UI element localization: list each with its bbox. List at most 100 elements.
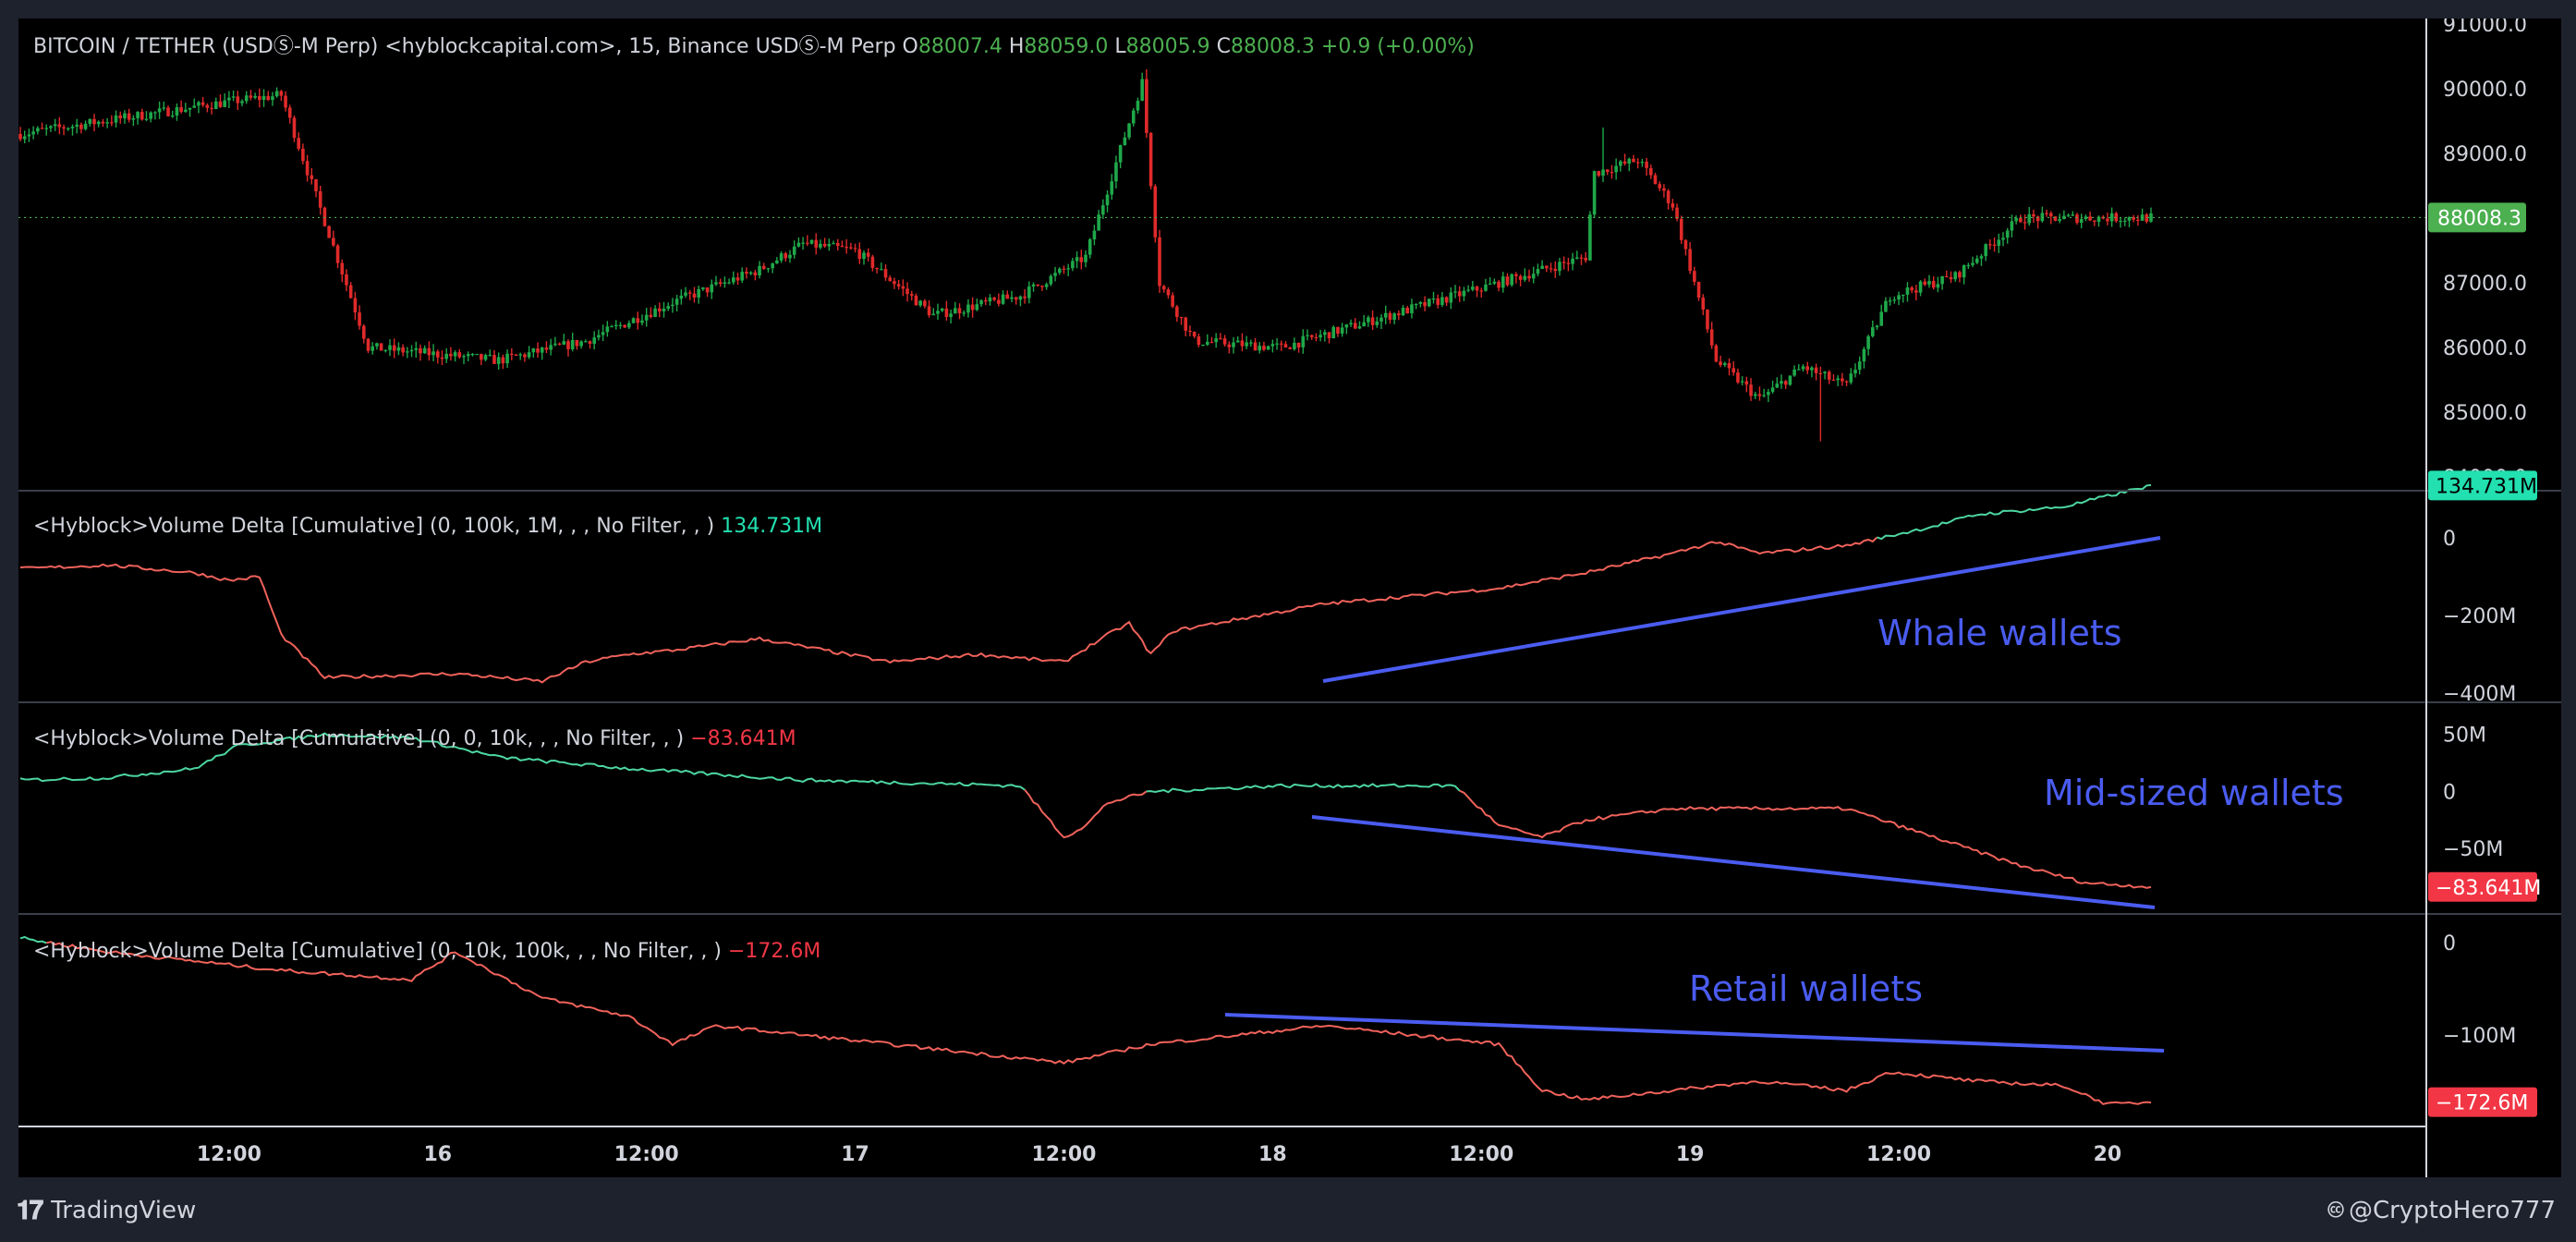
price-candle bbox=[809, 239, 814, 245]
price-candle bbox=[761, 262, 766, 270]
price-candle bbox=[618, 322, 623, 329]
price-candle bbox=[1053, 266, 1057, 282]
price-candle bbox=[2079, 213, 2084, 229]
price-candle bbox=[1201, 344, 1205, 347]
price-candle bbox=[401, 344, 405, 357]
candle-body bbox=[1614, 165, 1618, 173]
chart-area[interactable]: 91000.0 90000.0 89000.0 87000.0 86000.0 85000… bbox=[18, 18, 2561, 1177]
price-candle bbox=[954, 301, 957, 314]
candle-body bbox=[175, 107, 179, 116]
price-candle bbox=[1501, 272, 1505, 293]
whale_pane-last-label: 134.731M bbox=[2436, 475, 2537, 498]
candle-body bbox=[658, 308, 662, 311]
candle-body bbox=[870, 256, 875, 268]
mid-pane[interactable] bbox=[19, 732, 2156, 909]
price-candle bbox=[488, 349, 492, 357]
price-candle bbox=[287, 104, 292, 124]
candle-body bbox=[435, 351, 440, 358]
price-candle bbox=[1988, 238, 1992, 250]
price-candle bbox=[2084, 214, 2088, 222]
candle-body bbox=[1862, 348, 1866, 362]
candle-body bbox=[687, 292, 692, 294]
candle-body bbox=[1523, 275, 1527, 280]
price-candle bbox=[118, 111, 123, 124]
candle-body bbox=[1635, 162, 1640, 164]
candle-body bbox=[1379, 317, 1383, 322]
candle-body bbox=[1879, 311, 1884, 326]
price-candle bbox=[1057, 267, 1062, 275]
chart-svg[interactable]: 91000.0 90000.0 89000.0 87000.0 86000.0 85000… bbox=[18, 18, 2561, 1177]
candle-body bbox=[392, 345, 396, 351]
candle-body bbox=[705, 287, 710, 293]
price-candle bbox=[1849, 368, 1853, 385]
creative-commons-icon: 🅭 bbox=[2327, 1197, 2343, 1224]
price-candle bbox=[345, 269, 348, 292]
price-candle bbox=[1901, 294, 1905, 303]
price-candle bbox=[2106, 213, 2109, 225]
candle-body bbox=[583, 341, 588, 343]
price-candle bbox=[927, 299, 931, 318]
price-candle bbox=[701, 286, 705, 291]
price-candle bbox=[1966, 262, 1971, 270]
candle-body bbox=[792, 246, 796, 255]
price-candle bbox=[1574, 250, 1579, 260]
candle-body bbox=[557, 343, 562, 345]
price-candle bbox=[1110, 174, 1114, 201]
candle-body bbox=[123, 113, 127, 119]
candle-body bbox=[853, 248, 857, 250]
price-candle bbox=[1266, 345, 1270, 350]
price-candle bbox=[457, 348, 462, 359]
time-tick-label: 18 bbox=[1258, 1143, 1287, 1166]
whale_pane-annotation: Whale wallets bbox=[1877, 613, 2122, 653]
price-candle bbox=[1666, 189, 1671, 210]
price-candle bbox=[1780, 374, 1783, 389]
price-candle bbox=[1862, 347, 1866, 369]
price-candle bbox=[1884, 297, 1888, 312]
candle-body bbox=[1566, 262, 1571, 264]
candle-body bbox=[1545, 265, 1549, 269]
candle-body bbox=[636, 318, 640, 323]
series-line bbox=[45, 941, 2152, 1105]
price-candle bbox=[66, 127, 70, 131]
price-candle bbox=[1579, 254, 1584, 265]
price-pane[interactable] bbox=[18, 69, 2426, 442]
price-candle bbox=[271, 91, 274, 106]
candle-body bbox=[1805, 366, 1810, 371]
candle-body bbox=[1444, 297, 1449, 303]
candle-body bbox=[1849, 373, 1853, 383]
price-candle bbox=[1184, 316, 1188, 336]
candle-body bbox=[284, 95, 287, 108]
price-candle bbox=[2045, 209, 2048, 217]
price-candle bbox=[1914, 285, 1918, 301]
candle-body bbox=[1023, 296, 1027, 298]
candle-body bbox=[66, 128, 70, 130]
candle-body bbox=[1127, 123, 1131, 138]
candle-body bbox=[2127, 216, 2132, 221]
price-candle bbox=[1918, 280, 1923, 297]
price-candle bbox=[266, 91, 271, 102]
candle-body bbox=[210, 107, 213, 109]
candle-body bbox=[796, 242, 801, 247]
candle-body bbox=[745, 272, 748, 274]
candle-body bbox=[157, 108, 162, 113]
price-candle bbox=[332, 230, 335, 248]
price-candle bbox=[449, 347, 453, 361]
candle-body bbox=[361, 325, 366, 339]
candle-body bbox=[679, 295, 684, 299]
candle-body bbox=[1184, 317, 1188, 331]
candle-body bbox=[358, 312, 361, 326]
price-candle bbox=[162, 101, 166, 111]
candle-body bbox=[592, 337, 597, 345]
price-candle bbox=[1136, 97, 1140, 115]
whale_pane-tick-label: −200M bbox=[2443, 605, 2516, 628]
candle-body bbox=[1153, 186, 1158, 237]
retail-pane[interactable] bbox=[19, 935, 2165, 1105]
whale-pane[interactable] bbox=[19, 483, 2161, 684]
price-candle bbox=[862, 250, 866, 265]
price-candle bbox=[496, 352, 501, 371]
candle-body bbox=[1235, 340, 1240, 343]
price-candle bbox=[1301, 329, 1306, 354]
trend-line bbox=[1322, 536, 2161, 683]
tradingview-brand[interactable]: 𝟏𝟕 TradingView bbox=[17, 1192, 196, 1229]
price-candle bbox=[414, 341, 419, 359]
